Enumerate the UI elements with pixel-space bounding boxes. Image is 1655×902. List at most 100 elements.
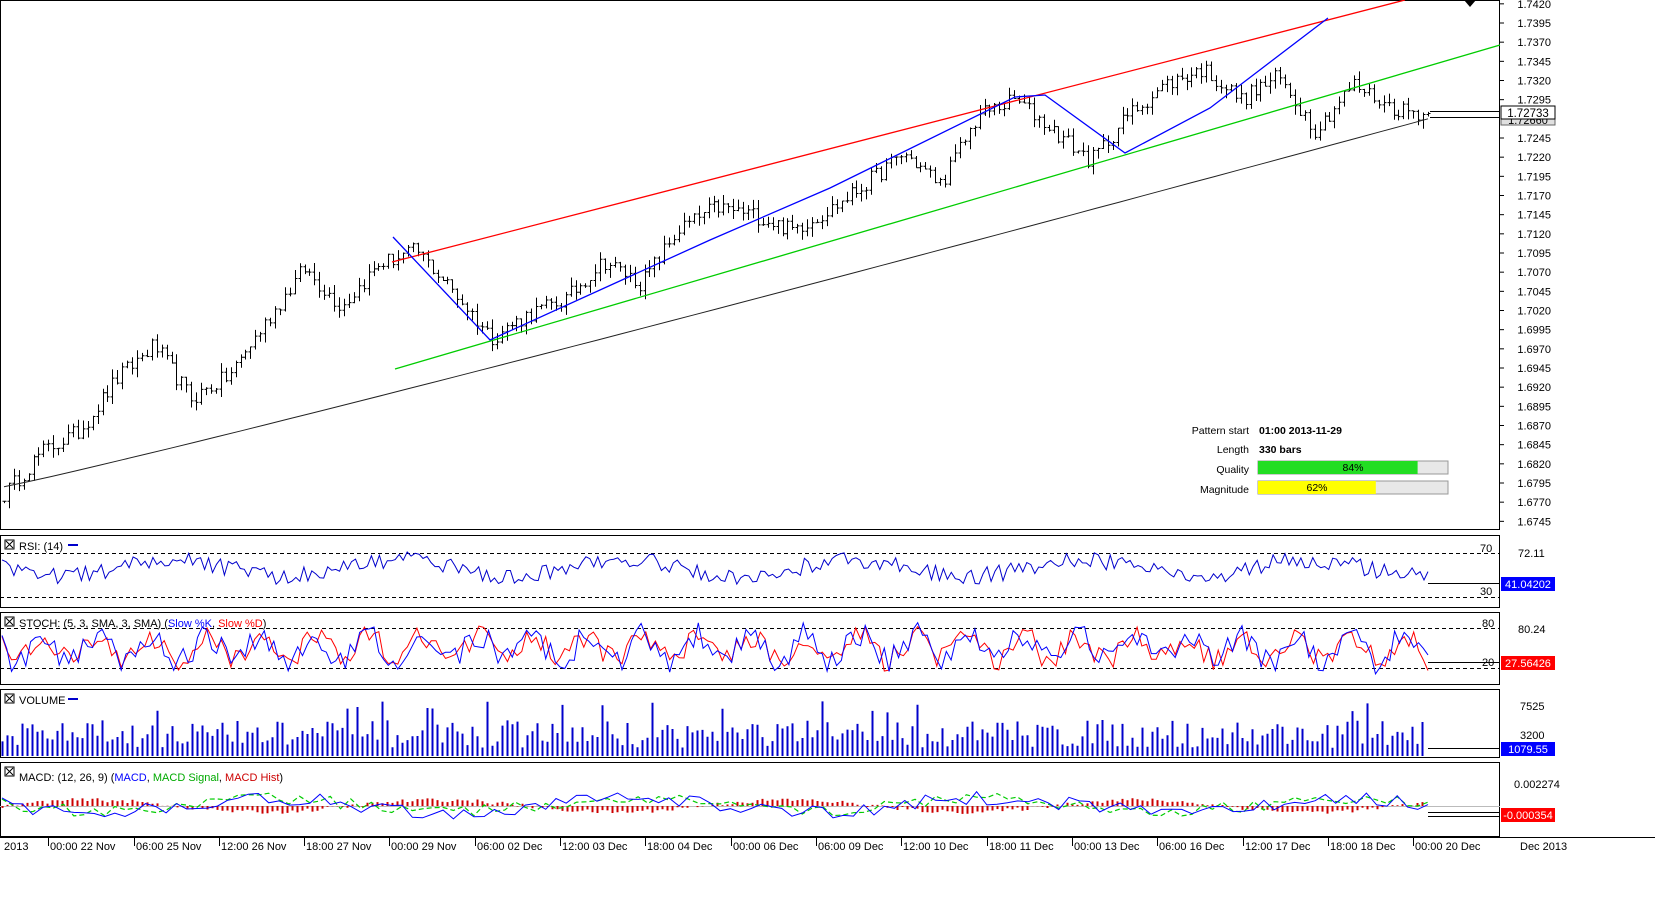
volume-bars bbox=[1, 701, 1424, 756]
time-tick-label: 2013 bbox=[4, 841, 28, 853]
rsi-value-box bbox=[1501, 577, 1555, 591]
volume-value: 1079.55 bbox=[1508, 744, 1548, 756]
price-tick-label: 1.7045 bbox=[1517, 286, 1551, 298]
ohlc-bars bbox=[2, 60, 1431, 509]
time-tick-label: 06:00 25 Nov bbox=[136, 841, 202, 853]
current-price-label bbox=[1500, 105, 1556, 120]
macd-value: -0.000354 bbox=[1503, 810, 1553, 822]
time-axis: 2013 00:00 22 Nov 06:00 25 Nov 12:00 26 Nov… bbox=[4, 837, 1567, 853]
macd-hist-path bbox=[1, 798, 1424, 814]
price-tick-label: 1.7195 bbox=[1517, 171, 1551, 183]
resistance-trendline bbox=[391, 0, 1406, 263]
price-tick-label: 1.7345 bbox=[1517, 56, 1551, 68]
volume-indicator: 7525 3200 1079.55 VOLUME bbox=[1, 693, 1555, 756]
quality-bar-fill bbox=[1258, 461, 1418, 474]
macd-value-box bbox=[1501, 808, 1555, 822]
volume-value-box bbox=[1501, 742, 1555, 756]
time-tick-label: Dec 2013 bbox=[1520, 841, 1567, 853]
rsi-level-30: 30 bbox=[1480, 586, 1492, 598]
price-tick-label: 1.6770 bbox=[1517, 497, 1551, 509]
time-tick-label: 18:00 11 Dec bbox=[989, 841, 1054, 853]
price-tick-label: 1.7395 bbox=[1517, 18, 1551, 30]
price-tick-label: 1.7320 bbox=[1517, 76, 1551, 88]
pattern-info: Pattern start 01:00 2013-11-29 Length 33… bbox=[1192, 425, 1449, 496]
price-tick-label: 1.6845 bbox=[1517, 440, 1551, 452]
price-tick-label: 1.6970 bbox=[1517, 344, 1551, 356]
price-axis: 1.74201.73951.73701.73451.73201.72951.72… bbox=[1500, 0, 1551, 528]
stoch-value-box bbox=[1501, 656, 1555, 670]
time-tick-label: 12:00 26 Nov bbox=[221, 841, 287, 853]
macd-line bbox=[1, 790, 1429, 820]
price-tick-label: 1.7145 bbox=[1517, 210, 1551, 222]
volume-panel bbox=[0, 689, 1500, 758]
price-tick-label: 1.7220 bbox=[1517, 152, 1551, 164]
stoch-slow-k-line bbox=[1, 621, 1429, 676]
price-tick-label: 1.6995 bbox=[1517, 325, 1551, 337]
stoch-indicator: 80 20 80.24 27.56426 STOCH: (5, 3, SMA, … bbox=[0, 616, 1555, 676]
price-tick-label: 1.7170 bbox=[1517, 191, 1551, 203]
time-tick-label: 12:00 17 Dec bbox=[1245, 841, 1311, 853]
price-tick-label: 1.7070 bbox=[1517, 267, 1551, 279]
pattern-zigzag bbox=[392, 17, 1329, 341]
price-tick-label: 1.7370 bbox=[1517, 37, 1551, 49]
current-price-text: 1.72733 bbox=[1507, 108, 1549, 120]
pattern-magnitude-label: Magnitude bbox=[1200, 484, 1249, 496]
price-tick-label: 1.6870 bbox=[1517, 421, 1551, 433]
price-tick-label: 1.7120 bbox=[1517, 229, 1551, 241]
volume-tick-3200: 3200 bbox=[1520, 730, 1544, 742]
time-tick-label: 00:00 20 Dec bbox=[1415, 841, 1481, 853]
price-tick-label: 1.6895 bbox=[1517, 401, 1551, 413]
pattern-start-value: 01:00 2013-11-29 bbox=[1259, 425, 1342, 437]
time-tick-label: 06:00 09 Dec bbox=[818, 841, 884, 853]
price-tick-label: 1.7095 bbox=[1517, 248, 1551, 260]
price-tick-label: 1.6795 bbox=[1517, 478, 1551, 490]
rsi-upper-value: 72.11 bbox=[1518, 548, 1545, 560]
ohlc-bar-path bbox=[2, 60, 1431, 509]
pattern-start-label: Pattern start bbox=[1192, 425, 1249, 437]
rsi-line bbox=[1, 551, 1429, 586]
pattern-quality-label: Quality bbox=[1216, 464, 1249, 476]
time-tick-label: 18:00 04 Dec bbox=[647, 841, 713, 853]
rsi-value: 41.04202 bbox=[1505, 579, 1551, 591]
rsi-level-70: 70 bbox=[1480, 543, 1492, 555]
price-tick-label: 1.7020 bbox=[1517, 306, 1551, 318]
volume-tick-7525: 7525 bbox=[1520, 701, 1544, 713]
time-tick-label: 00:00 06 Dec bbox=[733, 841, 799, 853]
magnitude-bar-text: 62% bbox=[1306, 482, 1327, 494]
macd-signal-line bbox=[1, 792, 1429, 817]
stoch-label: STOCH: (5, 3, SMA, 3, SMA) (Slow %K, Slo… bbox=[19, 618, 266, 630]
support-trendline bbox=[394, 44, 1501, 370]
time-tick-label: 00:00 22 Nov bbox=[50, 841, 116, 853]
rsi-indicator: 70 30 72.11 41.04202 RSI: (14) bbox=[0, 539, 1555, 598]
macd-label: MACD: (12, 26, 9) (MACD, MACD Signal, MA… bbox=[19, 772, 283, 784]
macd-histogram bbox=[1, 798, 1424, 814]
pattern-length-label: Length bbox=[1217, 444, 1249, 456]
quality-bar-text: 84% bbox=[1342, 462, 1363, 474]
volume-bar-path bbox=[1, 701, 1424, 756]
price-tick-label: 1.7245 bbox=[1517, 133, 1551, 145]
macd-upper-value: 0.002274 bbox=[1514, 779, 1560, 791]
time-tick-label: 00:00 13 Dec bbox=[1074, 841, 1140, 853]
time-tick-label: 06:00 02 Dec bbox=[477, 841, 543, 853]
price-tick-label: 1.6945 bbox=[1517, 363, 1551, 375]
time-tick-label: 12:00 03 Dec bbox=[562, 841, 628, 853]
moving-average-line bbox=[3, 118, 1429, 488]
stoch-value: 27.56426 bbox=[1505, 658, 1551, 670]
time-tick-label: 06:00 16 Dec bbox=[1159, 841, 1225, 853]
price-tick-label: 1.6820 bbox=[1517, 459, 1551, 471]
magnitude-bar-fill bbox=[1258, 481, 1376, 494]
time-tick-label: 18:00 27 Nov bbox=[306, 841, 372, 853]
rsi-label: RSI: (14) bbox=[19, 541, 63, 553]
macd-panel bbox=[0, 762, 1500, 837]
time-tick-label: 00:00 29 Nov bbox=[391, 841, 457, 853]
pattern-length-value: 330 bars bbox=[1259, 444, 1302, 456]
stoch-upper-value: 80.24 bbox=[1518, 624, 1546, 636]
time-tick-label: 12:00 10 Dec bbox=[903, 841, 969, 853]
stoch-level-80: 80 bbox=[1482, 618, 1494, 630]
volume-label: VOLUME bbox=[19, 695, 65, 707]
time-tick-label: 18:00 18 Dec bbox=[1330, 841, 1396, 853]
top-marker-icon bbox=[1464, 0, 1476, 7]
price-tick-label: 1.6745 bbox=[1517, 516, 1551, 528]
price-tick-label: 1.7295 bbox=[1517, 95, 1551, 107]
